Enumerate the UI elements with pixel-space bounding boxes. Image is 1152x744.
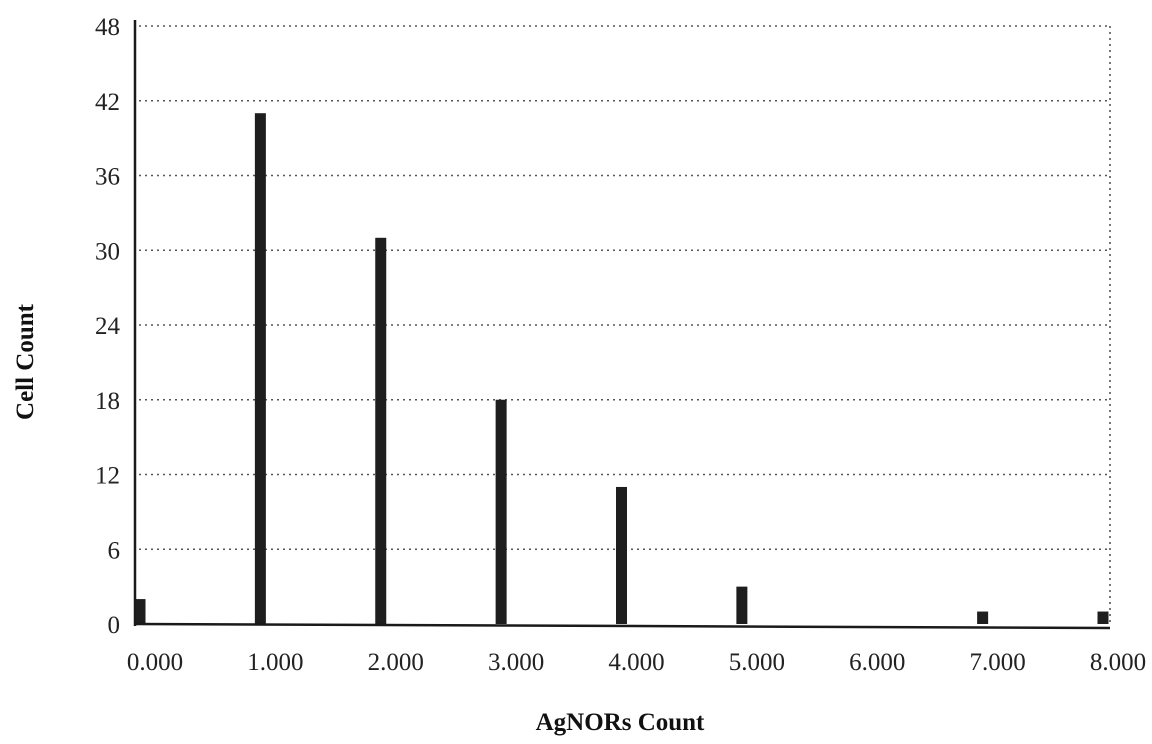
bar — [495, 399, 507, 624]
x-tick-label: 1.000 — [247, 649, 303, 676]
bar — [616, 486, 627, 624]
x-tick-label: 5.000 — [729, 649, 785, 676]
bar — [254, 113, 266, 624]
bar — [375, 237, 387, 624]
gridlines — [139, 25, 1111, 624]
x-axis-line — [134, 622, 1111, 630]
y-tick-label: 12 — [95, 463, 120, 490]
y-tick-labels: 0 6 12 18 24 30 36 42 48 — [95, 14, 121, 639]
y-tick-label: 30 — [95, 238, 120, 265]
x-tick-label: 0.000 — [127, 649, 183, 676]
x-tick-labels: 0.000 1.000 2.000 3.000 4.000 5.000 6.000 7.000… — [127, 649, 1146, 676]
bar — [736, 586, 748, 624]
y-axis-title: Cell Count — [12, 303, 39, 420]
axes — [133, 20, 1111, 630]
x-tick-label: 6.000 — [849, 649, 905, 676]
y-tick-label: 48 — [95, 14, 120, 41]
y-tick-label: 0 — [108, 612, 121, 639]
x-tick-label: 3.000 — [488, 649, 544, 676]
y-tick-label: 18 — [95, 388, 120, 415]
x-tick-label: 4.000 — [608, 649, 664, 676]
y-tick-label: 36 — [95, 164, 120, 191]
y-tick-label: 24 — [95, 313, 121, 340]
x-tick-label: 2.000 — [368, 649, 424, 676]
bar — [977, 611, 989, 624]
y-tick-label: 42 — [95, 89, 120, 116]
bars — [134, 113, 1109, 624]
x-tick-label: 7.000 — [970, 649, 1026, 676]
bar — [1097, 611, 1109, 624]
x-axis-title: AgNORs Count — [536, 709, 705, 736]
y-tick-label: 6 — [108, 537, 121, 564]
x-tick-label: 8.000 — [1090, 649, 1146, 676]
bar — [134, 599, 146, 624]
